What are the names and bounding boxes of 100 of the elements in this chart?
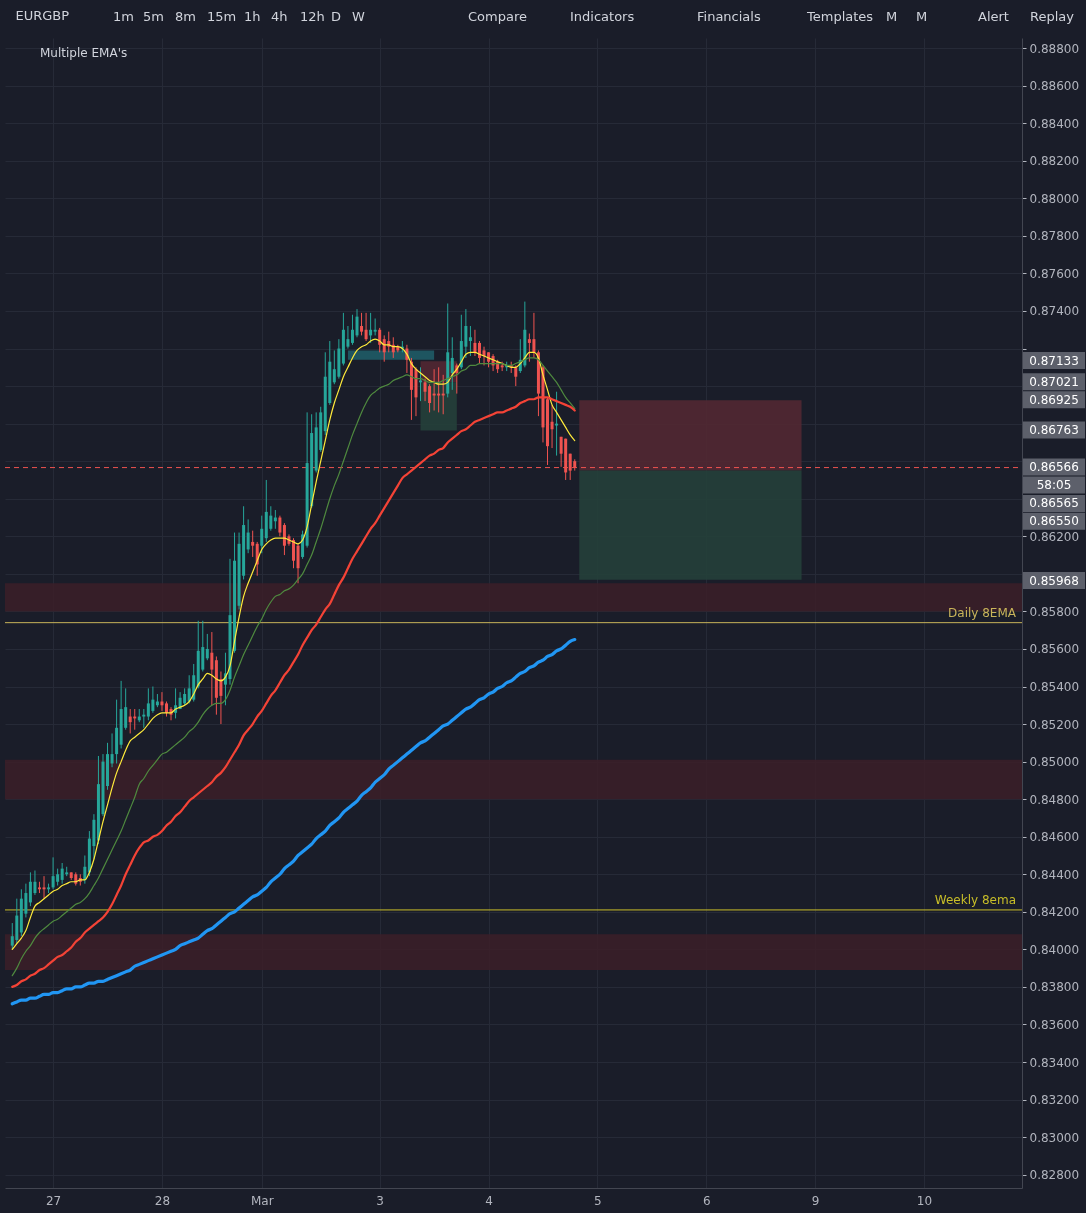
text: M: [916, 9, 928, 24]
text: Indicators: [570, 9, 635, 24]
candlestick: [428, 383, 432, 413]
y-tick-label: 0.83400: [1029, 1055, 1080, 1070]
y-tick-label: 0.83000: [1029, 1130, 1080, 1145]
candlestick: [278, 515, 282, 537]
candlestick: [550, 404, 554, 449]
text: 5m: [143, 9, 164, 24]
candlestick: [559, 436, 563, 468]
y-tick-label: 0.85000: [1029, 755, 1080, 770]
text: M: [886, 9, 898, 24]
y-tick-label: 0.84000: [1029, 942, 1080, 957]
candlestick: [332, 349, 336, 385]
text: Replay: [1030, 9, 1075, 24]
candlestick: [555, 391, 559, 457]
candlestick: [364, 312, 368, 342]
candlestick: [260, 515, 264, 554]
candlestick: [146, 687, 150, 721]
candlestick: [210, 631, 214, 706]
chart-title: EURGBP: [15, 8, 70, 23]
x-tick-label: Mar: [250, 1193, 274, 1208]
y-tick-label: 0.87800: [1029, 229, 1080, 244]
text: D: [331, 9, 342, 24]
y-tick-label: 0.85200: [1029, 717, 1080, 732]
text: 1h: [244, 9, 261, 24]
text: 0.86925: [1029, 392, 1079, 407]
candlestick: [514, 364, 518, 387]
y-tick-label: 0.83200: [1029, 1093, 1080, 1108]
y-tick-label: 0.87400: [1029, 304, 1080, 319]
candlestick: [246, 518, 250, 554]
candlestick: [142, 708, 146, 729]
text: 0.86763: [1029, 423, 1079, 438]
y-tick-label: 0.83800: [1029, 980, 1080, 995]
text: 0.86550: [1029, 514, 1079, 529]
text: 0.87021: [1029, 374, 1079, 389]
text: 0.85968: [1029, 573, 1079, 588]
y-tick-label: 0.85400: [1029, 680, 1080, 695]
x-tick-label: 5: [594, 1193, 602, 1208]
y-tick-label: 0.88800: [1029, 41, 1080, 56]
candlestick: [382, 334, 386, 363]
y-tick-label: 0.86200: [1029, 529, 1080, 544]
ref-line-label: Weekly 8ema: [934, 892, 1016, 907]
y-tick-label: 0.84400: [1029, 867, 1080, 882]
x-tick-label: 27: [45, 1193, 62, 1208]
text: 15m: [207, 9, 237, 24]
y-tick-label: 0.88400: [1029, 116, 1080, 131]
candlestick: [110, 732, 114, 768]
y-tick-label: 0.84200: [1029, 905, 1080, 920]
x-tick-label: 10: [916, 1193, 933, 1208]
candlestick: [450, 336, 454, 391]
line-series: [10, 637, 577, 1006]
candlestick: [360, 312, 364, 336]
text: 0.86565: [1029, 496, 1079, 511]
candlestick: [468, 325, 472, 357]
text: 0.86566: [1029, 460, 1079, 475]
text: Templates: [806, 9, 874, 24]
text: Multiple EMA's: [40, 46, 128, 60]
candlestick: [282, 522, 286, 556]
x-tick-label: 4: [485, 1193, 493, 1208]
text: Alert: [978, 9, 1009, 24]
candlestick: [473, 329, 477, 357]
text: 0.87133: [1029, 353, 1079, 368]
y-tick-label: 0.82800: [1029, 1168, 1080, 1183]
text: Financials: [697, 9, 761, 24]
text: 58:05: [1036, 478, 1072, 493]
candlestick: [355, 308, 359, 338]
y-tick-label: 0.84600: [1029, 830, 1080, 845]
candlestick: [187, 674, 191, 704]
y-tick-label: 0.83600: [1029, 1017, 1080, 1032]
x-tick-label: 28: [154, 1193, 171, 1208]
y-tick-label: 0.85600: [1029, 642, 1080, 657]
candlestick: [205, 633, 209, 661]
y-tick-label: 0.88200: [1029, 154, 1080, 169]
candlestick: [42, 875, 46, 900]
y-tick-label: 0.88600: [1029, 79, 1080, 94]
text: 12h: [300, 9, 325, 24]
candlestick: [251, 530, 255, 558]
text: 8m: [175, 9, 196, 24]
x-tick-label: 9: [811, 1193, 820, 1208]
candlestick: [83, 854, 87, 885]
candlestick: [28, 871, 32, 907]
text: Compare: [468, 9, 527, 24]
text: 1m: [113, 9, 134, 24]
y-tick-label: 0.88000: [1029, 191, 1080, 206]
ref-line-label: Daily 8EMA: [948, 605, 1017, 620]
candlestick: [350, 314, 354, 346]
candlestick: [477, 340, 481, 365]
candlestick: [292, 537, 295, 569]
candlestick: [482, 346, 486, 366]
candlestick: [527, 333, 531, 363]
candlestick: [419, 366, 423, 402]
candlestick: [532, 312, 536, 359]
candlestick: [51, 856, 55, 890]
candlestick: [151, 686, 155, 714]
text: 4h: [271, 9, 288, 24]
text: W: [352, 9, 365, 24]
y-tick-label: 0.84800: [1029, 792, 1080, 807]
candlestick: [60, 862, 64, 885]
y-tick-label: 0.85800: [1029, 604, 1080, 619]
candlestick: [296, 543, 300, 584]
